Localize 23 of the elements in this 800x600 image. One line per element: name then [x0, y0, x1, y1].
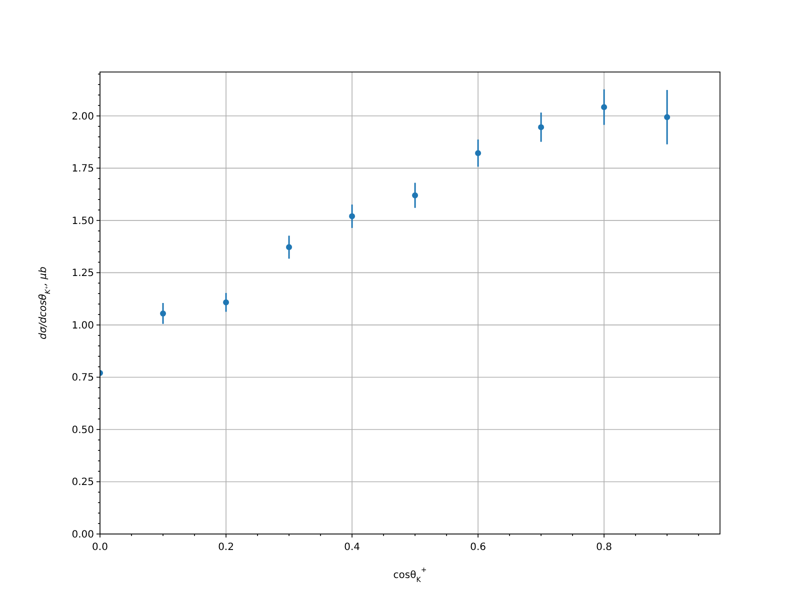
y-tick-label: 0.75 [72, 372, 94, 384]
y-tick-label: 1.50 [72, 216, 94, 227]
point [601, 104, 608, 110]
x-tick-label: 0.8 [596, 542, 612, 553]
y-tick-label: 1.25 [72, 268, 94, 280]
x-tick-label: 0.2 [218, 542, 234, 553]
y-tick-label: 0.25 [72, 477, 94, 488]
point [160, 310, 166, 316]
y-tick-label: 2.00 [72, 111, 94, 122]
y-tick-label: 0.00 [72, 530, 94, 540]
x-tick-label: 0.6 [470, 542, 486, 553]
x-tick-label: 0.4 [344, 542, 360, 553]
x-tick-label: 0.0 [92, 542, 108, 553]
point [538, 124, 544, 130]
point [349, 213, 356, 220]
y-tick-label: 1.75 [72, 164, 94, 175]
point [223, 299, 230, 306]
y-tick-label: 0.50 [72, 424, 94, 436]
point [286, 244, 292, 250]
y-tick-label: 1.00 [72, 320, 94, 332]
point [412, 192, 418, 198]
point [664, 114, 670, 120]
point [475, 150, 482, 156]
